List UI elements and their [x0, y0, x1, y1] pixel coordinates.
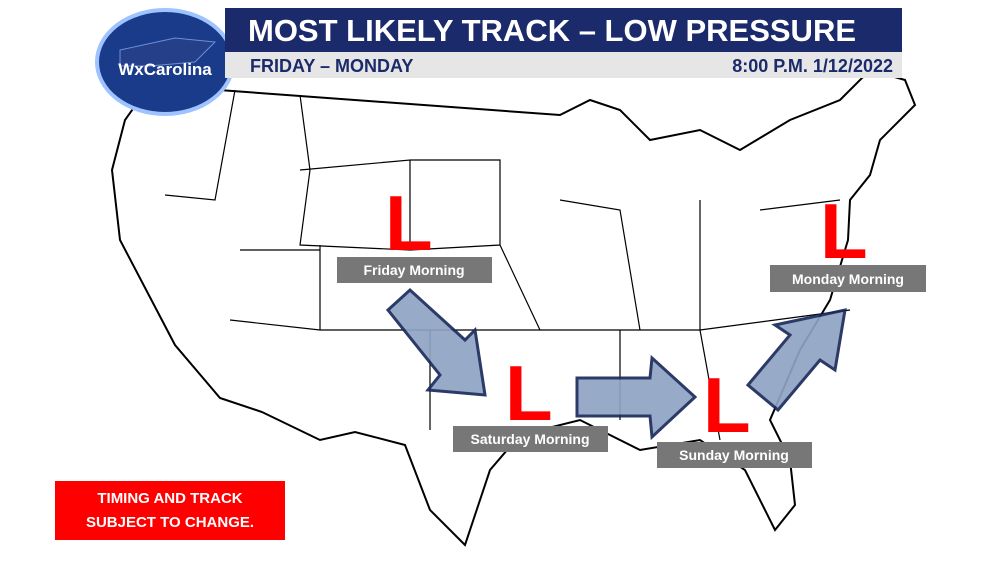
disclaimer-line: TIMING AND TRACK — [97, 490, 242, 507]
low-label: Friday Morning — [363, 262, 464, 278]
track-arrow — [745, 308, 847, 413]
state-lines — [164, 89, 851, 441]
low-label-box — [337, 257, 492, 283]
disclaimer-box — [55, 481, 285, 540]
track-arrow — [385, 287, 487, 397]
low-label-box — [657, 442, 812, 468]
low-label: Saturday Morning — [470, 431, 589, 447]
low-symbol: L — [703, 361, 751, 449]
logo-text: WxCarolina — [118, 60, 212, 79]
logo-state — [119, 37, 217, 67]
title: MOST LIKELY TRACK – LOW PRESSURE — [248, 13, 856, 48]
us-outline — [110, 68, 917, 547]
low-symbol: L — [505, 349, 553, 437]
title-bar — [225, 8, 902, 52]
low-label: Sunday Morning — [679, 447, 789, 463]
low-symbol: L — [820, 187, 868, 275]
track-arrow — [575, 354, 698, 441]
low-label-box — [770, 265, 926, 292]
low-symbol: L — [385, 179, 433, 267]
subtitle-bar — [225, 52, 902, 78]
subtitle: FRIDAY – MONDAY — [250, 56, 413, 76]
disclaimer-line: SUBJECT TO CHANGE. — [86, 514, 254, 531]
low-label-box — [453, 426, 608, 452]
low-label: Monday Morning — [792, 271, 904, 287]
timestamp: 8:00 P.M. 1/12/2022 — [732, 56, 893, 76]
